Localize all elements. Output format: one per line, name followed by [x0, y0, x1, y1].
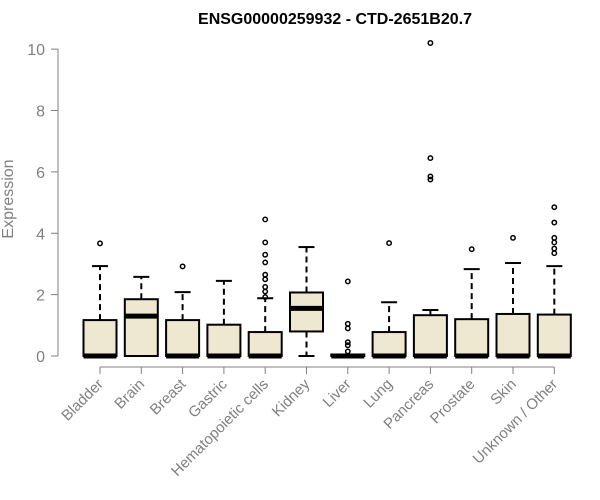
outlier-point [427, 173, 434, 180]
outlier-point [97, 240, 103, 247]
x-tick-label: Brain [111, 376, 148, 413]
x-tick-label: Kidney [269, 375, 314, 420]
box-iqr [165, 319, 201, 357]
outlier-point [179, 263, 186, 270]
y-tick-label: 10 [27, 42, 45, 59]
box-gastric [206, 279, 242, 359]
y-axis-label: Expression [0, 159, 17, 238]
box-kidney [289, 246, 324, 357]
x-tick-label: Prostate [427, 376, 479, 428]
outlier-point [427, 155, 434, 162]
x-tick-label: Liver [320, 376, 355, 411]
y-tick-label: 8 [36, 104, 45, 121]
outlier-point [262, 284, 269, 290]
x-tick-label: Breast [147, 375, 190, 418]
box-brain [123, 275, 159, 357]
box-iqr [412, 314, 448, 357]
box-lung [371, 240, 407, 359]
outlier-point [551, 219, 558, 226]
outlier-point [344, 278, 351, 285]
outlier-point [468, 246, 475, 253]
outlier-point [344, 325, 351, 332]
outlier-point [344, 320, 351, 327]
outlier-point [262, 288, 269, 295]
box-prostate [454, 246, 490, 359]
box-iqr [123, 298, 159, 357]
box-iqr [371, 331, 407, 357]
outlier-point [427, 40, 434, 46]
box-skin [495, 234, 531, 359]
y-tick-label: 2 [36, 288, 45, 305]
box-unknown-other [536, 204, 572, 359]
box-iqr [206, 323, 242, 358]
y-tick-label: 0 [36, 349, 45, 366]
outlier-point [510, 234, 516, 241]
box-iqr [247, 331, 283, 357]
outlier-point [551, 239, 558, 246]
outlier-point [262, 276, 269, 283]
box-liver [330, 278, 366, 359]
box-iqr [495, 312, 531, 358]
x-tick-label: Skin [487, 376, 520, 409]
x-tick-label: Bladder [58, 376, 107, 425]
box-series [82, 40, 572, 359]
outlier-point [551, 250, 558, 257]
outlier-point [262, 271, 269, 278]
outlier-point [551, 245, 558, 252]
y-tick-label: 4 [36, 226, 45, 243]
box-pancreas [412, 40, 448, 359]
box-bladder [82, 240, 118, 359]
outlier-point [262, 239, 269, 246]
chart-title: ENSG00000259932 - CTD-2651B20.7 [198, 11, 472, 28]
box-iqr [454, 318, 490, 358]
box-breast [165, 263, 201, 359]
y-tick-label: 6 [36, 165, 45, 182]
outlier-point [427, 176, 434, 183]
outlier-point [386, 240, 393, 247]
outlier-point [344, 339, 351, 346]
box-iqr [536, 313, 572, 357]
outlier-point [551, 234, 558, 241]
box-hematopoietic-cells [247, 216, 283, 359]
outlier-point [262, 259, 269, 266]
box-iqr [289, 291, 324, 333]
y-axis: 0 2 4 6 8 10 [27, 42, 59, 366]
outlier-point [344, 342, 351, 349]
box-iqr [82, 319, 118, 357]
outlier-point [344, 348, 351, 355]
outlier-point [262, 216, 269, 223]
outlier-point [262, 251, 269, 258]
outlier-point [551, 204, 558, 211]
x-tick-label: Lung [360, 376, 396, 412]
outlier-point [262, 294, 269, 301]
